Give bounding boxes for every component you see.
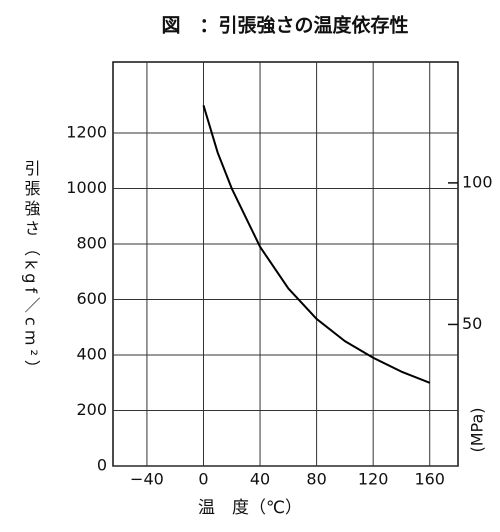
data-line <box>202 104 431 384</box>
y-tick-label: 600 <box>76 289 107 308</box>
x-tick-label: −40 <box>130 470 164 489</box>
x-axis-label: 温 度（℃） <box>198 498 302 518</box>
x-tick-label: 160 <box>414 470 445 489</box>
y-tick-label: 200 <box>76 400 107 419</box>
y2-axis-label: (MPa) <box>468 407 487 452</box>
y-tick-label: 0 <box>97 456 107 475</box>
y-tick-label: 1000 <box>66 178 107 197</box>
y2-tick-label: 50 <box>462 314 482 333</box>
x-tick-label: 80 <box>306 470 326 489</box>
x-tick-label: 0 <box>198 470 208 489</box>
y-tick-label: 1200 <box>66 123 107 142</box>
x-tick-label: 40 <box>250 470 270 489</box>
y-tick-label: 400 <box>76 345 107 364</box>
x-tick-label: 120 <box>358 470 389 489</box>
y-axis-label: 引張強さ（kgf／cm²） <box>22 160 41 380</box>
chart-title: 図 ：引張強さの温度依存性 <box>161 14 408 37</box>
y2-tick-label: 100 <box>462 172 493 191</box>
y-tick-label: 800 <box>76 234 107 253</box>
plot-frame <box>112 61 459 467</box>
